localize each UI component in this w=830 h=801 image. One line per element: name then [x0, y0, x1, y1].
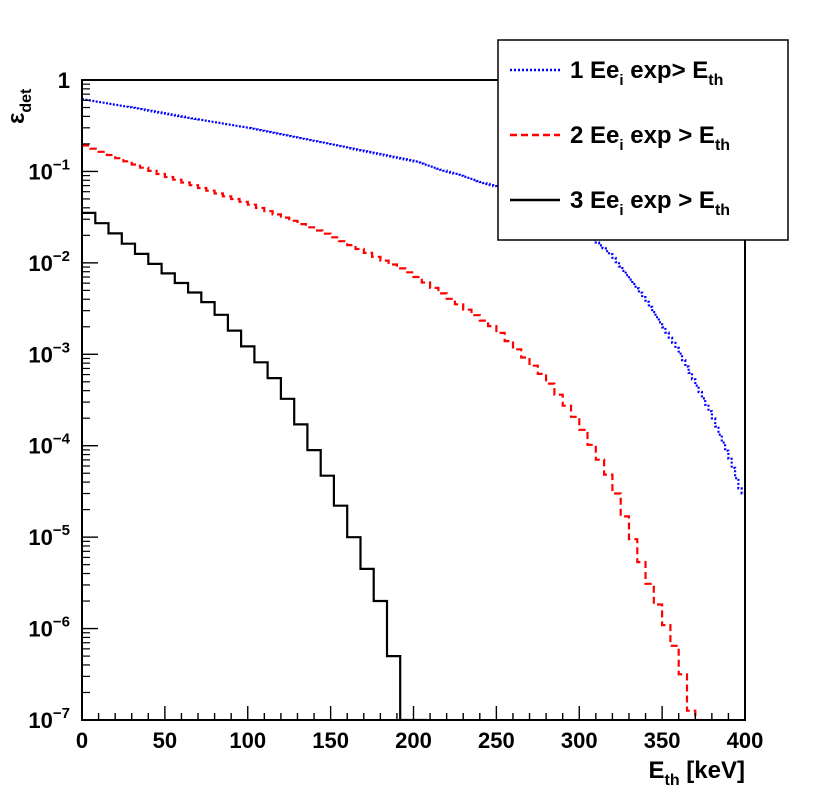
y-tick-label: 10−6 [28, 614, 70, 642]
x-tick-label: 350 [644, 728, 681, 753]
x-tick-label: 0 [76, 728, 88, 753]
x-tick-label: 50 [153, 728, 177, 753]
y-tick-label: 10−2 [28, 248, 70, 276]
series-layer [82, 98, 745, 720]
y-tick-label: 1 [58, 68, 70, 93]
legend-label-2: 2 Eei exp > Eth [570, 122, 730, 154]
legend-box [497, 39, 789, 241]
y-tick-label: 10−5 [28, 522, 70, 550]
x-tick-label: 400 [727, 728, 764, 753]
y-tick-label: 10−7 [28, 705, 70, 733]
series-3-line [82, 211, 427, 720]
x-tick-label: 250 [478, 728, 515, 753]
x-tick-label: 300 [561, 728, 598, 753]
label-layer: 0 50 100 150 200 250 300 350 400 1 10−1 10−2 10−3 10−… [3, 68, 763, 789]
x-tick-label: 100 [229, 728, 266, 753]
y-tick-label: 10−4 [28, 431, 70, 459]
legend-label-1: 1 Eei exp> Eth [570, 57, 723, 89]
legend-label-3: 3 Eei exp > Eth [570, 187, 730, 219]
legend: 1 Eei exp> Eth 2 Eei exp > Eth 3 Eei exp >… [497, 39, 789, 241]
y-tick-label: 10−1 [28, 156, 70, 184]
x-tick-label: 200 [395, 728, 432, 753]
x-axis-title: Eth [keV] [649, 757, 745, 789]
series-1-line [82, 98, 745, 495]
y-axis-title: εdet [3, 88, 35, 124]
series-2-line [82, 144, 704, 720]
axis-layer [81, 79, 746, 721]
x-tick-label: 150 [312, 728, 349, 753]
y-tick-label: 10−3 [28, 339, 70, 367]
